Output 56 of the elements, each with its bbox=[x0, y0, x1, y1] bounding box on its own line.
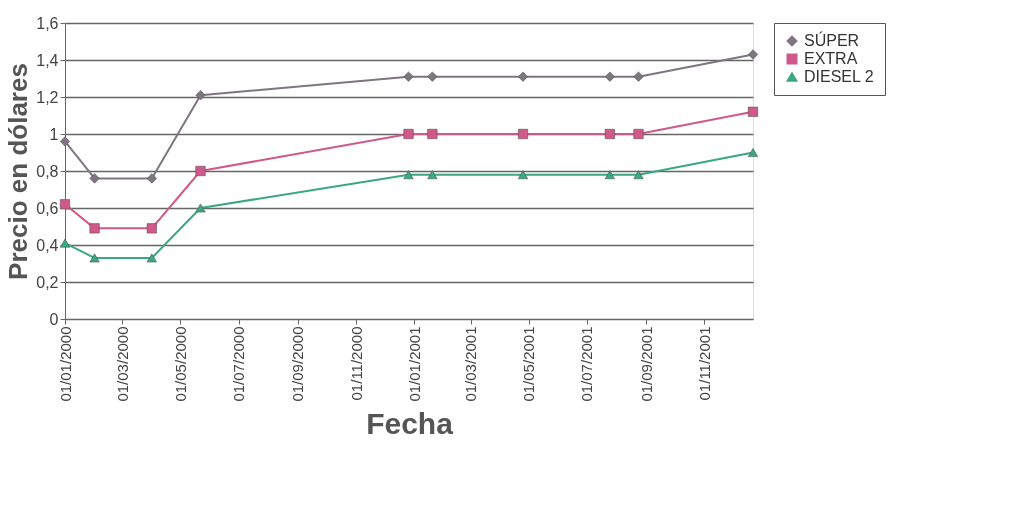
y-tick-label: 0,6 bbox=[36, 199, 59, 217]
point bbox=[59, 238, 71, 248]
x-tick-label: 01/07/2000 bbox=[230, 326, 248, 402]
y-tick-label: 0,4 bbox=[36, 236, 59, 254]
point bbox=[517, 170, 529, 180]
x-tick-label: 01/03/2001 bbox=[462, 326, 480, 402]
legend-label: DIESEL 2 bbox=[804, 68, 874, 85]
point bbox=[427, 128, 438, 140]
point bbox=[427, 71, 438, 82]
y-tick-label: 0,2 bbox=[36, 273, 59, 291]
y-tick-label: 0,8 bbox=[36, 162, 59, 180]
point bbox=[89, 223, 100, 234]
point bbox=[517, 128, 529, 140]
point bbox=[195, 203, 206, 213]
point bbox=[59, 199, 71, 210]
x-tick-label: 01/07/2001 bbox=[578, 326, 596, 402]
point bbox=[59, 136, 71, 147]
point bbox=[146, 253, 157, 263]
x-tick-label: 01/09/2001 bbox=[637, 326, 655, 402]
y-tick-label: 1,6 bbox=[36, 14, 59, 32]
point bbox=[517, 71, 529, 82]
x-tick-label: 01/11/2001 bbox=[695, 326, 713, 401]
y-axis-title: Precio en dólares bbox=[3, 63, 34, 280]
point bbox=[604, 170, 615, 180]
x-tick-label: 01/03/2000 bbox=[113, 326, 131, 402]
y-tick-label: 1,4 bbox=[36, 51, 59, 69]
point bbox=[633, 170, 644, 180]
point bbox=[195, 165, 206, 177]
x-tick-label: 01/01/2001 bbox=[405, 326, 423, 402]
point bbox=[146, 223, 157, 234]
y-tick-label: 0 bbox=[49, 310, 59, 328]
point bbox=[195, 90, 206, 101]
point bbox=[633, 128, 644, 140]
point bbox=[403, 170, 414, 180]
x-tick-label: 01/01/2000 bbox=[56, 326, 74, 402]
point bbox=[747, 49, 759, 60]
legend-label: EXTRA bbox=[804, 50, 858, 67]
point bbox=[747, 148, 759, 157]
point bbox=[633, 71, 644, 82]
point bbox=[604, 128, 615, 140]
legend-label: SÚPER bbox=[804, 31, 860, 49]
point bbox=[604, 71, 615, 82]
x-axis-title: Fecha bbox=[366, 406, 454, 440]
x-tick-label: 01/05/2001 bbox=[520, 326, 538, 402]
point bbox=[747, 106, 759, 117]
point bbox=[89, 173, 100, 184]
point bbox=[427, 170, 438, 180]
x-tick-label: 01/09/2000 bbox=[289, 326, 307, 402]
point bbox=[146, 173, 157, 184]
point bbox=[403, 128, 414, 140]
x-tick-label: 01/11/2000 bbox=[347, 326, 365, 401]
point bbox=[403, 71, 414, 82]
y-tick-label: 1,2 bbox=[36, 88, 59, 106]
point bbox=[89, 253, 100, 263]
x-tick-label: 01/05/2000 bbox=[171, 326, 189, 402]
y-tick-label: 1 bbox=[49, 125, 59, 143]
